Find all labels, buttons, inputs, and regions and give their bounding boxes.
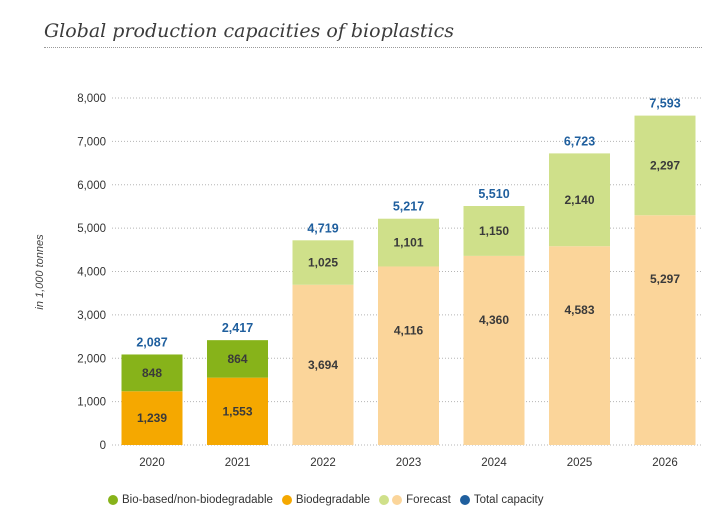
y-tick-label: 8,000 <box>77 93 106 105</box>
legend-label-total-capacity: Total capacity <box>473 494 544 506</box>
bar-value-label: 864 <box>227 352 247 366</box>
bar-segment <box>292 240 354 285</box>
bar-chart: 0 1,000 2,000 3,000 4,000 5,000 6,000 7,000 8,00… <box>34 93 703 469</box>
bar-value-label: 2,140 <box>564 193 594 207</box>
bar-value-label: 1,553 <box>222 404 252 418</box>
legend-swatch-bio-based <box>108 495 118 505</box>
bar-value-label: 2,297 <box>650 158 680 172</box>
bar-value-label: 1,101 <box>393 236 423 250</box>
legend-item-biodegradable: Biodegradable <box>281 494 371 506</box>
bar-segment <box>378 218 439 267</box>
bar-segment <box>463 206 525 256</box>
x-tick-label: 2023 <box>396 457 422 469</box>
x-tick-label: 2026 <box>652 457 678 469</box>
bar-segment <box>634 115 696 216</box>
y-tick-label: 5,000 <box>77 223 106 235</box>
x-tick-label: 2020 <box>139 457 165 469</box>
y-axis-label: in 1,000 tonnes <box>34 234 46 310</box>
x-tick-label: 2021 <box>225 457 251 469</box>
bar-value-label: 1,150 <box>479 224 509 238</box>
y-tick-label: 6,000 <box>77 180 106 192</box>
bar-value-label: 4,360 <box>479 313 509 327</box>
legend-label-forecast: Forecast <box>406 494 451 506</box>
bar-value-label: 4,583 <box>564 303 594 317</box>
total-label: 2,087 <box>136 335 167 349</box>
legend-item-forecast: Forecast <box>379 494 451 506</box>
bar-segment <box>121 391 183 445</box>
bar-segment <box>121 354 183 392</box>
y-tick-label: 4,000 <box>77 267 106 279</box>
bar-segment <box>463 255 525 445</box>
total-label: 5,217 <box>393 200 424 214</box>
total-label: 4,719 <box>307 221 338 235</box>
legend-swatch-biodegradable <box>281 495 292 505</box>
bar-segment <box>207 340 268 378</box>
y-tick-label: 2,000 <box>77 353 106 365</box>
y-tick-label: 3,000 <box>77 310 106 322</box>
legend-swatch-forecast-biodegradable <box>392 495 403 505</box>
y-tick-label: 7,000 <box>77 136 106 148</box>
bar-value-label: 5,297 <box>650 272 680 286</box>
chart-title: Global production capacities of bioplast… <box>44 20 454 42</box>
bar-segment <box>292 284 354 445</box>
bar-segment <box>549 246 610 445</box>
total-label: 7,593 <box>649 97 680 111</box>
legend-swatch-total-capacity <box>459 495 470 505</box>
bar-segment <box>207 377 268 445</box>
bar-value-label: 848 <box>142 366 162 380</box>
total-label: 6,723 <box>564 134 595 148</box>
legend-label-biodegradable: Biodegradable <box>295 494 371 506</box>
x-tick-label: 2024 <box>481 457 507 469</box>
legend-label-bio-based: Bio-based/non-biodegradable <box>122 494 273 506</box>
legend: Bio-based/non-biodegradable Biodegradabl… <box>108 494 553 506</box>
total-label: 5,510 <box>478 187 509 201</box>
legend-item-bio-based: Bio-based/non-biodegradable <box>108 494 273 506</box>
y-tick-label: 1,000 <box>77 397 106 409</box>
bar-segment <box>378 266 439 445</box>
total-label: 2,417 <box>222 321 253 335</box>
bar-segment <box>549 153 610 247</box>
bar-segment <box>634 215 696 445</box>
x-tick-label: 2022 <box>310 457 336 469</box>
bar-value-label: 1,025 <box>308 256 338 270</box>
x-tick-label: 2025 <box>567 457 593 469</box>
bar-value-label: 3,694 <box>308 358 338 372</box>
bar-value-label: 4,116 <box>394 323 424 337</box>
legend-swatch-forecast-bio-based <box>379 495 390 505</box>
bar-value-label: 1,239 <box>137 411 167 425</box>
y-tick-label: 0 <box>100 440 106 452</box>
legend-item-total-capacity: Total capacity <box>459 494 544 506</box>
title-divider <box>44 47 702 48</box>
